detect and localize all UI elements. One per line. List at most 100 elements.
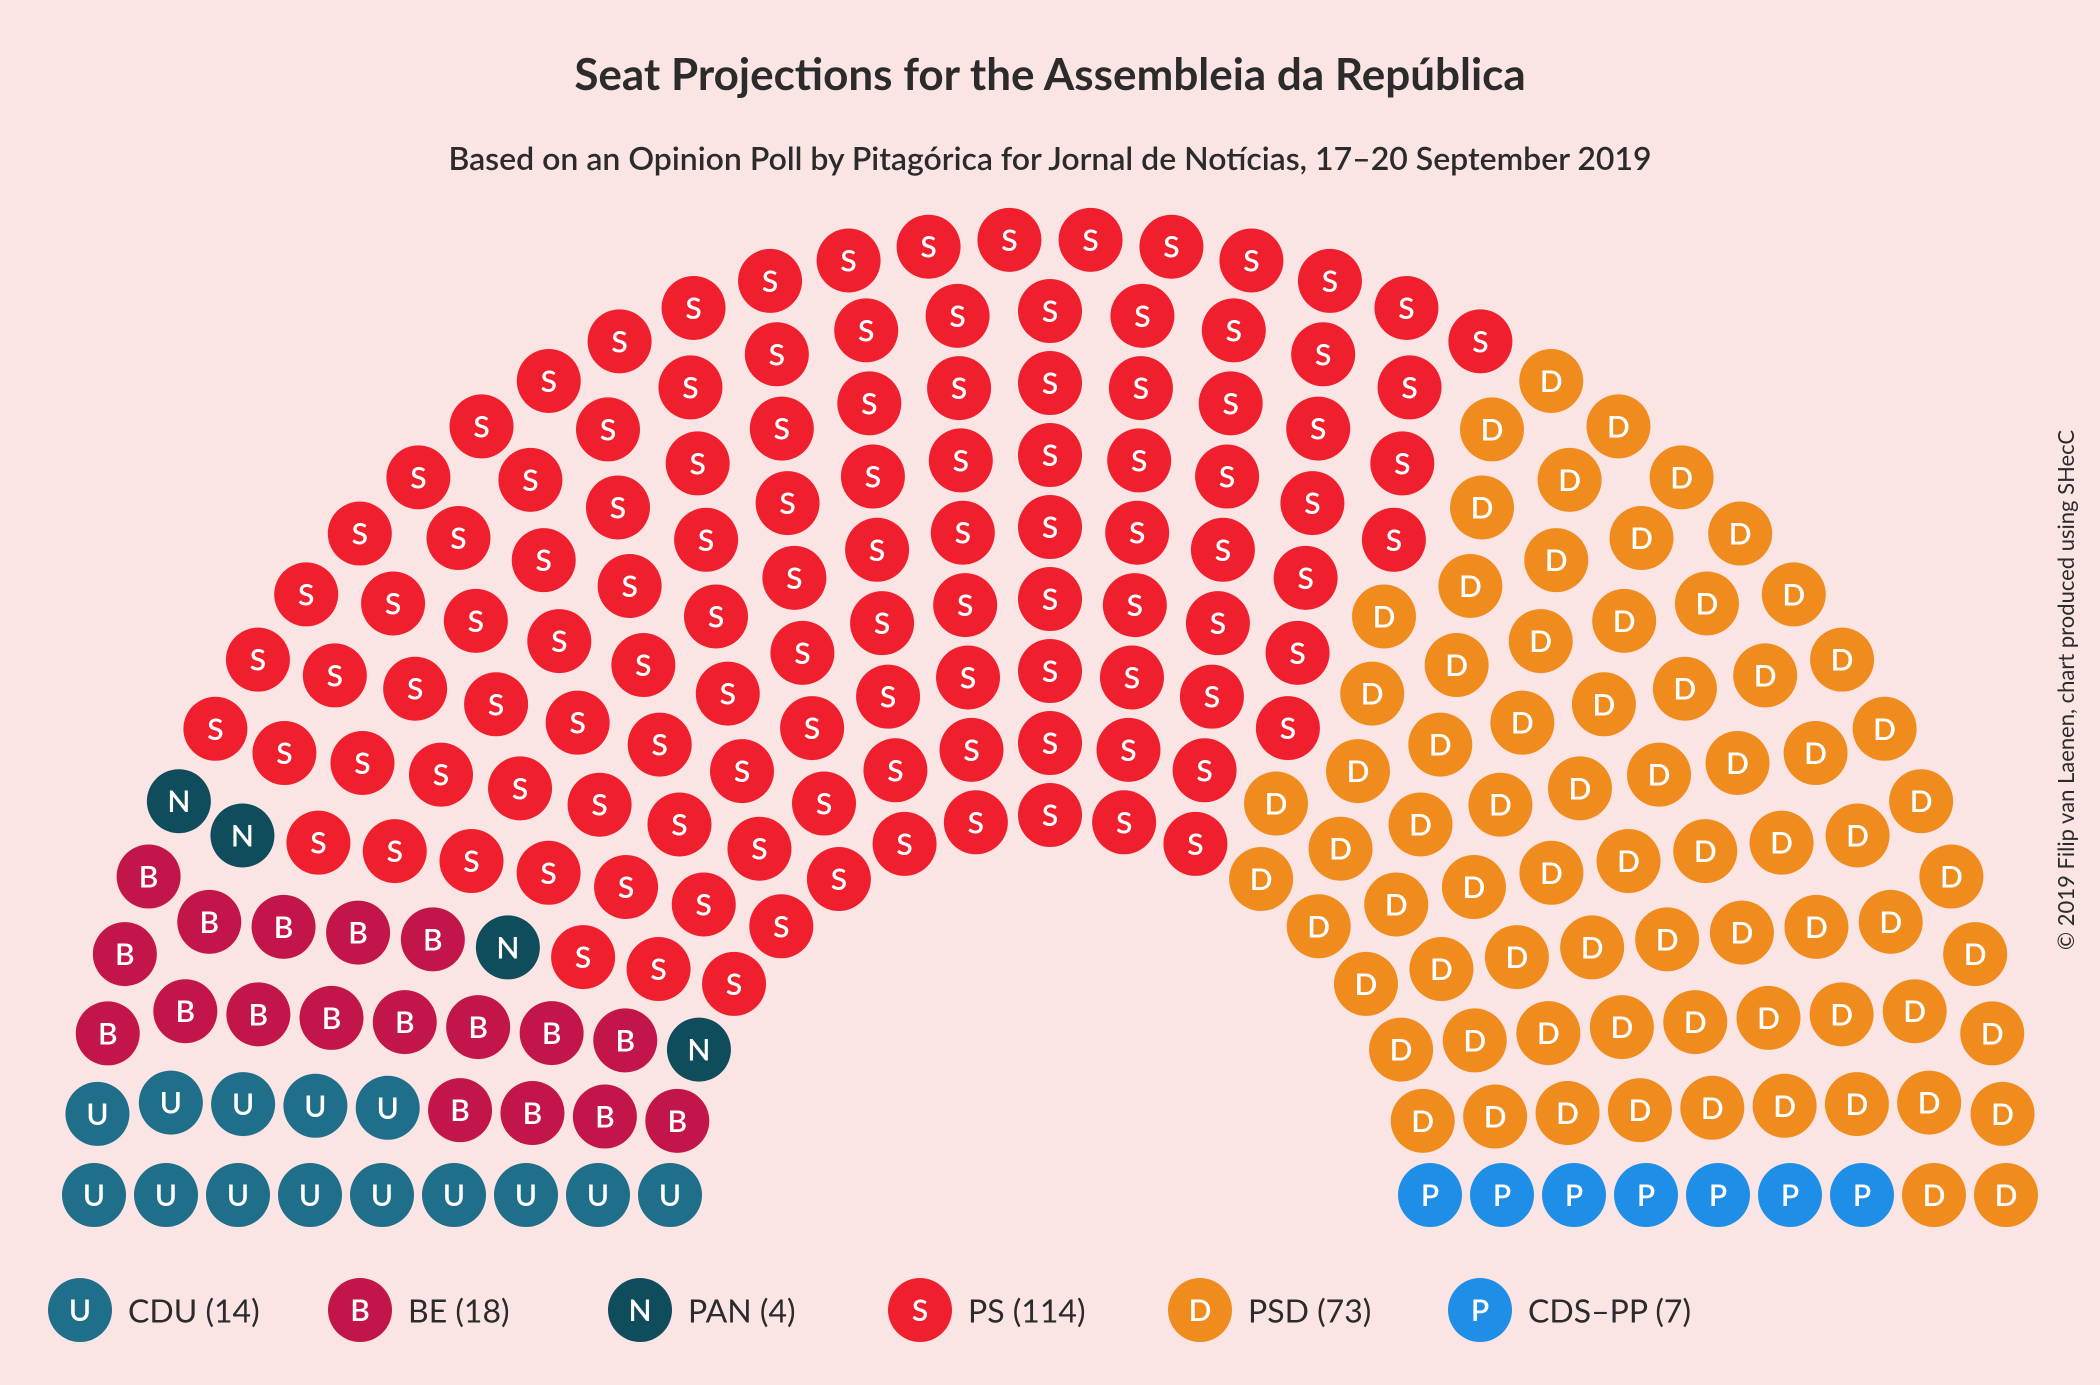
seat-S: S [750, 397, 814, 461]
seat-circle [863, 738, 927, 802]
seat-S: S [940, 718, 1004, 782]
seat-S: S [1018, 639, 1082, 703]
seat-circle [498, 448, 562, 512]
seat-S: S [696, 662, 760, 726]
seat-circle [834, 298, 898, 362]
seat-S: S [517, 841, 581, 905]
seat-circle [1663, 990, 1727, 1054]
seat-circle [566, 1163, 630, 1227]
seat-circle [1859, 890, 1923, 954]
seat-S: S [738, 249, 802, 313]
seat-circle [1309, 817, 1373, 881]
seat-circle [1653, 657, 1717, 721]
seat-D: D [1710, 901, 1774, 965]
seat-S: S [1018, 423, 1082, 487]
seat-circle [1826, 803, 1890, 867]
seat-D: D [1572, 672, 1636, 736]
seat-circle [568, 773, 632, 837]
seat-D: D [1853, 697, 1917, 761]
legend-label: PAN (4) [688, 1291, 796, 1330]
seat-circle [1468, 773, 1532, 837]
seat-circle [586, 475, 650, 539]
seat-circle [1590, 995, 1654, 1059]
seat-circle [1485, 925, 1549, 989]
seat-circle [363, 819, 427, 883]
seat-circle [1173, 738, 1237, 802]
seat-circle [1109, 356, 1173, 420]
seat-circle [1389, 792, 1453, 856]
seat-B: B [446, 995, 510, 1059]
seat-circle [1096, 718, 1160, 782]
chart-svg: Seat Projections for the Assembleia da R… [0, 0, 2100, 1385]
seat-D: D [1592, 589, 1656, 653]
seat-circle [252, 895, 316, 959]
seat-circle [1614, 1163, 1678, 1227]
seat-S: S [780, 696, 844, 760]
seat-D: D [1627, 743, 1691, 807]
seat-circle [1018, 567, 1082, 631]
seat-circle [1825, 1072, 1889, 1136]
seat-circle [710, 739, 774, 803]
seat-S: S [1109, 356, 1173, 420]
seat-circle [1018, 423, 1082, 487]
seat-B: B [177, 890, 241, 954]
seat-D: D [1408, 713, 1472, 777]
seat-U: U [206, 1163, 270, 1227]
seat-circle [226, 628, 290, 692]
seat-P: P [1470, 1163, 1534, 1227]
seat-D: D [1902, 1163, 1966, 1227]
seat-circle [1448, 309, 1512, 373]
seat-circle [628, 713, 692, 777]
seat-circle [1470, 1163, 1534, 1227]
seat-U: U [65, 1082, 129, 1146]
legend-label: PS (114) [968, 1291, 1086, 1330]
seat-circle [1943, 922, 2007, 986]
seat-D: D [1519, 841, 1583, 905]
seat-circle [598, 554, 662, 618]
seat-circle [977, 208, 1041, 272]
seat-S: S [1219, 228, 1283, 292]
seat-circle [1334, 952, 1398, 1016]
seat-S: S [710, 739, 774, 803]
seat-S: S [498, 448, 562, 512]
seat-circle [361, 571, 425, 635]
seat-circle [326, 901, 390, 965]
seat-S: S [439, 829, 503, 893]
seat-circle [1610, 506, 1674, 570]
seat-S: S [527, 609, 591, 673]
seat-circle [1280, 471, 1344, 535]
seat-circle [1326, 739, 1390, 803]
seat-S: S [1139, 215, 1203, 279]
seat-circle [897, 215, 961, 279]
seat-P: P [1830, 1163, 1894, 1227]
seat-S: S [662, 276, 726, 340]
seat-D: D [1810, 982, 1874, 1046]
seat-D: D [1919, 845, 1983, 909]
seat-S: S [627, 937, 691, 1001]
seat-S: S [1202, 298, 1266, 362]
seat-S: S [594, 855, 658, 919]
seat-S: S [1274, 546, 1338, 610]
seat-circle [611, 633, 675, 697]
seat-circle [1018, 279, 1082, 343]
seat-S: S [933, 573, 997, 637]
seat-S: S [1018, 711, 1082, 775]
seat-D: D [1460, 397, 1524, 461]
seat-circle [1110, 284, 1174, 348]
seat-circle [1409, 937, 1473, 1001]
seat-circle [1490, 691, 1554, 755]
seat-circle [446, 995, 510, 1059]
seat-circle [1195, 445, 1259, 509]
seat-D: D [1326, 739, 1390, 803]
seat-D: D [1524, 528, 1588, 592]
seat-circle [286, 811, 350, 875]
seat-S: S [1103, 573, 1167, 637]
seat-circle [1762, 562, 1826, 626]
seat-circle [926, 284, 990, 348]
seat-S: S [658, 355, 722, 419]
seat-S: S [1186, 591, 1250, 655]
seat-D: D [1635, 907, 1699, 971]
seat-circle [1256, 696, 1320, 760]
seat-circle [147, 769, 211, 833]
seat-S: S [684, 584, 748, 648]
